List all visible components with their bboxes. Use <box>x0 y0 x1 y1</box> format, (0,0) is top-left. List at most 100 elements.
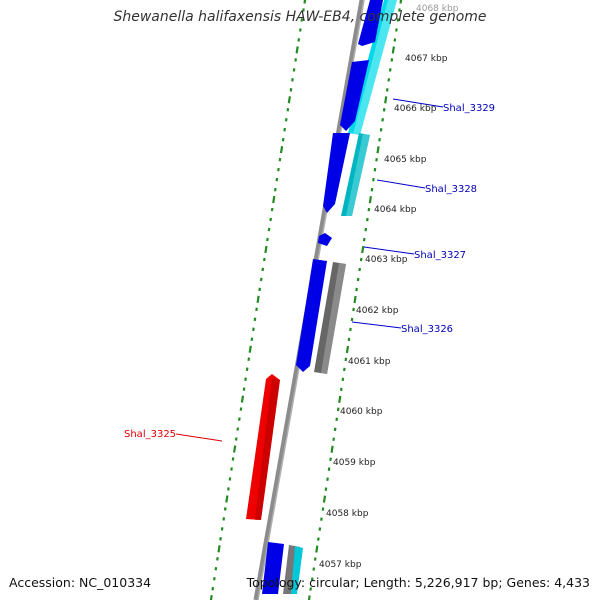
tick-mark <box>312 567 316 571</box>
outer-tick-rail <box>209 0 307 600</box>
tick-mark <box>368 196 372 204</box>
tick-mark <box>228 477 232 481</box>
gene-label-shal-3329[interactable]: Shal_3329 <box>443 103 495 114</box>
inner-tick-rail <box>307 0 403 600</box>
scale-label: 4068 kbp <box>416 4 459 14</box>
genome-summary-text: Topology: circular; Length: 5,226,917 bp… <box>246 575 590 590</box>
gene-label-shal-3327[interactable]: Shal_3327 <box>414 250 466 261</box>
tick-mark <box>303 0 307 4</box>
tick-mark <box>248 345 252 353</box>
tick-mark <box>345 345 350 354</box>
cyan-feature-bottom <box>291 546 303 594</box>
gene-labels: Shal_3329 Shal_3328 Shal_3327 Shal_3326 … <box>124 103 495 440</box>
tick-mark <box>245 367 249 371</box>
tick-mark <box>264 245 268 254</box>
cds-shal-3325-shade <box>255 378 280 520</box>
scale-label: 4063 kbp <box>365 255 408 265</box>
tick-mark <box>329 457 332 461</box>
tick-mark <box>310 577 314 581</box>
tick-mark <box>333 427 337 432</box>
tick-mark <box>398 8 401 12</box>
leader-shal-3329 <box>392 98 444 108</box>
tick-mark <box>341 377 345 382</box>
tick-mark <box>324 487 328 491</box>
tick-mark <box>230 467 233 471</box>
tick-mark <box>318 527 322 531</box>
tick-mark <box>302 8 305 12</box>
tick-mark <box>286 108 290 112</box>
tick-mark <box>381 118 384 122</box>
tick-mark <box>366 217 369 222</box>
scale-label: 4057 kbp <box>319 560 362 570</box>
scale-label: 4065 kbp <box>384 155 427 165</box>
scale-label: 4062 kbp <box>356 306 399 316</box>
tick-mark <box>258 287 261 292</box>
tick-mark <box>278 157 282 162</box>
tick-mark <box>270 207 274 212</box>
tick-mark <box>263 257 266 262</box>
tick-mark <box>362 237 366 242</box>
tick-mark <box>211 586 215 591</box>
tick-mark <box>387 78 391 82</box>
tick-mark <box>317 537 320 541</box>
tick-mark <box>372 177 375 182</box>
cds-shal-3328 <box>323 133 350 213</box>
tick-mark <box>287 96 291 104</box>
tick-mark <box>267 227 271 232</box>
tick-mark <box>378 138 381 142</box>
tick-mark <box>321 507 325 511</box>
tick-mark <box>261 267 265 272</box>
cds-shal-3324 <box>262 542 284 594</box>
reverse-cds-track <box>246 374 280 520</box>
leader-shal-3328 <box>376 179 426 189</box>
tick-mark <box>234 437 238 441</box>
tick-mark <box>253 317 257 322</box>
scale-label: 4061 kbp <box>348 357 391 367</box>
tick-mark <box>395 28 398 32</box>
leader-shal-3327 <box>363 246 415 255</box>
tick-mark <box>327 467 331 471</box>
cyan-feature-lower-shine <box>346 134 370 216</box>
label-leader-lines <box>175 98 444 442</box>
tick-mark <box>349 327 352 332</box>
tick-mark <box>220 527 224 531</box>
tick-mark <box>242 387 246 391</box>
tick-mark <box>376 146 380 154</box>
tick-mark <box>361 245 365 254</box>
tick-mark <box>236 427 240 431</box>
gray-feature-upper-shine <box>321 263 346 374</box>
tick-mark <box>222 517 226 521</box>
tick-mark <box>330 445 334 453</box>
tick-mark <box>277 167 280 172</box>
tick-mark <box>233 445 237 453</box>
tick-mark <box>326 477 329 481</box>
tick-mark <box>370 187 374 192</box>
tick-mark <box>338 395 342 403</box>
gene-label-shal-3328[interactable]: Shal_3328 <box>425 184 477 195</box>
tick-mark <box>353 295 357 304</box>
tick-mark <box>391 46 395 54</box>
tick-mark <box>214 567 218 571</box>
tick-mark <box>289 88 293 92</box>
scale-label: 4064 kbp <box>374 205 417 215</box>
gene-label-shal-3325[interactable]: Shal_3325 <box>124 429 176 440</box>
scale-label: 4067 kbp <box>405 54 448 64</box>
tick-mark <box>269 217 272 222</box>
tick-mark <box>367 207 371 212</box>
tick-mark <box>388 68 392 72</box>
tick-mark <box>295 46 299 54</box>
tick-mark <box>252 327 255 332</box>
tick-mark <box>250 337 254 341</box>
gene-label-shal-3326[interactable]: Shal_3326 <box>401 324 453 335</box>
tick-mark <box>217 545 221 553</box>
cds-shal-3329 <box>340 60 369 131</box>
tick-mark <box>336 407 340 412</box>
tick-mark <box>350 317 354 322</box>
tick-mark <box>373 167 377 172</box>
tick-mark <box>300 18 304 22</box>
tick-mark <box>375 158 378 162</box>
tick-mark <box>347 337 351 342</box>
map-title: Shewanella halifaxensis HAW-EB4, complet… <box>113 9 487 25</box>
tick-mark <box>209 595 213 600</box>
